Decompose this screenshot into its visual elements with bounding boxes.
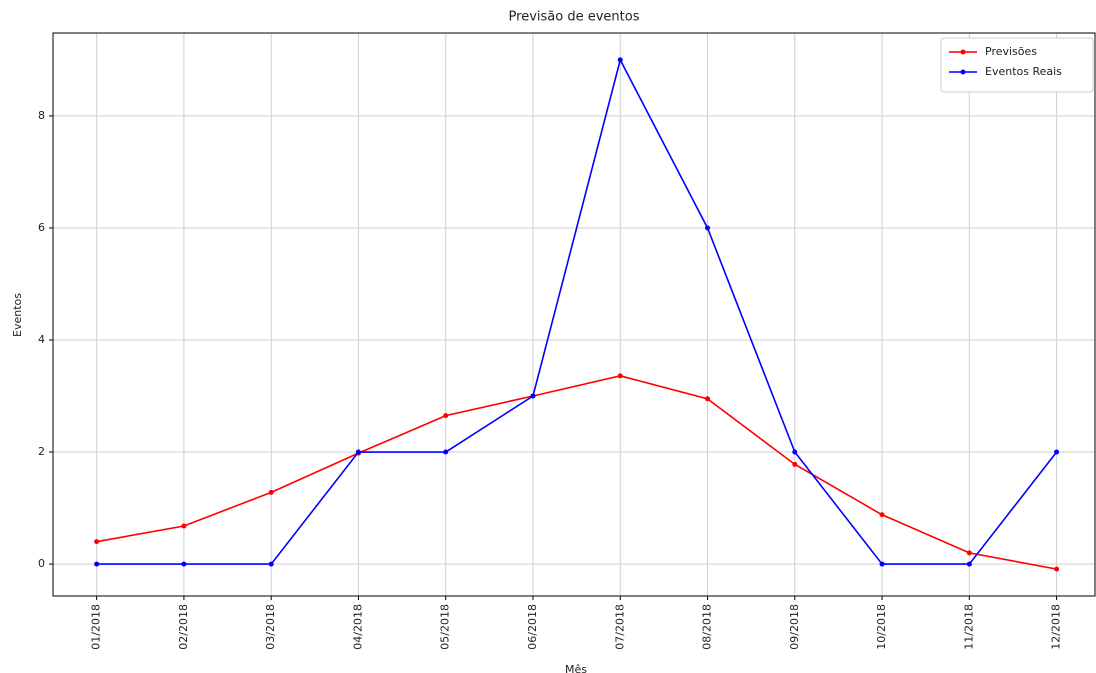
y-tick-label: 2 <box>38 445 45 458</box>
x-tick-label: 10/2018 <box>875 604 888 650</box>
data-point <box>705 396 711 402</box>
series-line <box>96 57 1058 565</box>
y-tick-label: 4 <box>38 333 45 346</box>
data-point <box>1054 449 1060 455</box>
data-point <box>443 413 449 419</box>
data-point <box>879 561 885 567</box>
y-tick-label: 6 <box>38 221 45 234</box>
legend-label: Previsões <box>985 45 1037 58</box>
data-point <box>792 449 798 455</box>
x-tick-label: 01/2018 <box>90 604 103 650</box>
x-tick-label: 12/2018 <box>1050 604 1063 650</box>
series-line <box>96 375 1057 570</box>
x-tick-label: 06/2018 <box>526 604 539 650</box>
x-tick-label: 02/2018 <box>177 604 190 650</box>
data-point <box>94 539 100 545</box>
y-tick-label: 8 <box>38 109 45 122</box>
data-point <box>181 561 187 567</box>
x-tick-label: 04/2018 <box>351 604 364 650</box>
data-point <box>530 393 536 399</box>
y-axis-label: Eventos <box>11 293 24 337</box>
data-point <box>1054 566 1060 572</box>
legend-box <box>940 37 1094 93</box>
data-point <box>966 561 972 567</box>
plot-frame <box>52 32 1096 597</box>
x-axis-label: Mês <box>565 663 587 673</box>
legend-marker <box>960 49 966 55</box>
data-point <box>966 550 972 556</box>
x-tick-label: 03/2018 <box>264 604 277 650</box>
chart-title: Previsão de eventos <box>509 10 640 25</box>
data-point <box>879 512 885 518</box>
legend-label: Eventos Reais <box>985 65 1062 78</box>
data-point <box>443 449 449 455</box>
y-tick-label: 0 <box>38 557 45 570</box>
x-tick-label: 05/2018 <box>439 604 452 650</box>
data-point <box>705 225 711 231</box>
legend-marker <box>960 69 966 75</box>
data-point <box>268 561 274 567</box>
data-point <box>94 561 100 567</box>
x-tick-label: 11/2018 <box>962 604 975 650</box>
data-point <box>617 373 623 379</box>
x-tick-label: 07/2018 <box>613 604 626 650</box>
x-tick-label: 08/2018 <box>701 604 714 650</box>
x-tick-label: 09/2018 <box>788 604 801 650</box>
data-point <box>355 449 361 455</box>
data-point <box>792 461 798 467</box>
data-point <box>617 57 623 63</box>
data-point <box>181 523 187 529</box>
data-point <box>268 489 274 495</box>
